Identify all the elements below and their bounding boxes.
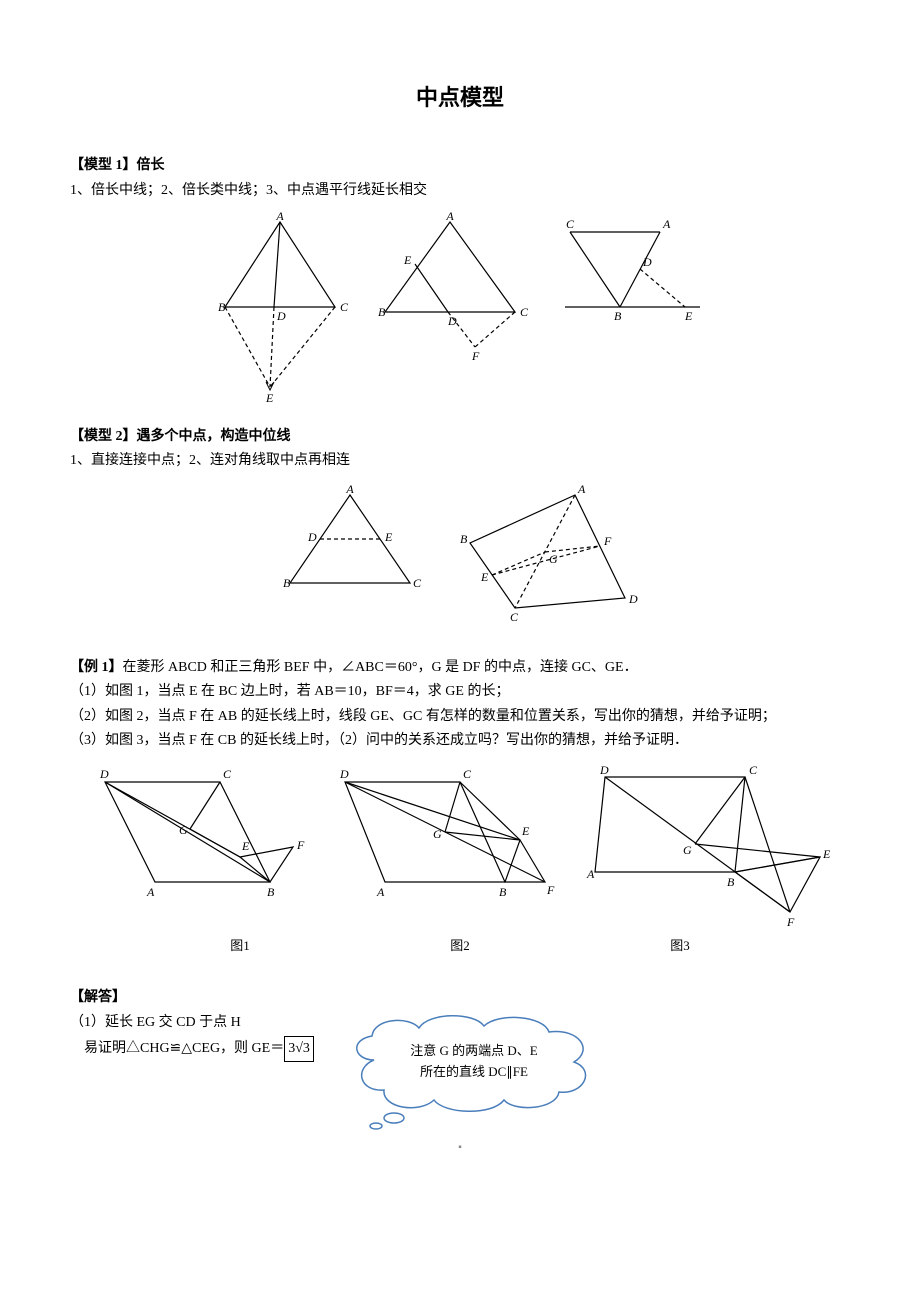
model1-diagrams: A B C D E A B C D E F	[70, 212, 850, 402]
label-d: D	[99, 767, 109, 781]
label-e: E	[384, 530, 393, 544]
model1-diagram-2: A B C D E F	[370, 212, 530, 362]
label-f: F	[546, 883, 555, 897]
label-a: A	[146, 885, 155, 899]
label-b: B	[460, 532, 468, 546]
model1-diagram-3: C A D B E	[550, 212, 710, 332]
label-d: D	[276, 309, 286, 323]
label-e: E	[521, 824, 530, 838]
label-c: C	[510, 610, 519, 624]
label-d: D	[628, 592, 638, 606]
label-d: D	[599, 763, 609, 777]
fig3-label: 图3	[670, 936, 690, 957]
label-b: B	[283, 576, 291, 590]
label-b: B	[267, 885, 275, 899]
model1-diagram-1: A B C D E	[210, 212, 350, 402]
example1-q1: （1）如图 1，当点 E 在 BC 边上时，若 AB＝10，BF＝4，求 GE …	[70, 681, 850, 703]
label-d: D	[307, 530, 317, 544]
label-c: C	[340, 300, 349, 314]
label-a: A	[662, 217, 671, 231]
label-g: G	[433, 827, 442, 841]
label-c: C	[520, 305, 529, 319]
label-e: E	[403, 253, 412, 267]
label-c: C	[566, 217, 575, 231]
cloud-line2: 所在的直线 DC∥FE	[420, 1064, 528, 1079]
example1-fig-labels: 图1 图2 图3	[70, 936, 850, 957]
example1-intro-text: 在菱形 ABCD 和正三角形 BEF 中，∠ABC＝60°，G 是 DF 的中点…	[123, 660, 638, 675]
model2-diagram-1: A B C D E	[275, 483, 425, 603]
label-g: G	[549, 552, 558, 566]
cloud-line1: 注意 G 的两端点 D、E	[410, 1043, 538, 1058]
label-g: G	[179, 823, 188, 837]
label-c: C	[749, 763, 758, 777]
label-f: F	[296, 838, 305, 852]
answer-line1: （1）延长 EG 交 CD 于点 H	[70, 1012, 314, 1034]
label-f: F	[786, 915, 795, 929]
label-g: G	[683, 843, 692, 857]
label-b: B	[614, 309, 622, 323]
cloud-callout: 注意 G 的两端点 D、E 所在的直线 DC∥FE	[334, 1010, 614, 1130]
model2-desc: 1、直接连接中点；2、连对角线取中点再相连	[70, 450, 850, 472]
example1-lead: 【例 1】	[70, 660, 123, 675]
label-e: E	[241, 839, 250, 853]
model2-heading: 【模型 2】遇多个中点，构造中位线	[70, 426, 850, 448]
label-e: E	[265, 391, 274, 402]
label-a: A	[376, 885, 385, 899]
label-a: A	[275, 212, 284, 223]
model2-diagram-2: A B C D E F G	[445, 483, 645, 633]
page-title: 中点模型	[70, 80, 850, 115]
label-d: D	[339, 767, 349, 781]
label-b: B	[727, 875, 735, 889]
example1-fig2: D C A B E F G	[325, 762, 565, 912]
answer-line2-pre: 易证明△CHG≌△CEG，则 GE＝	[84, 1041, 284, 1056]
label-b: B	[378, 305, 386, 319]
label-b: B	[218, 300, 226, 314]
label-f: F	[471, 349, 480, 362]
fig1-label: 图1	[230, 936, 250, 957]
example1-q2: （2）如图 2，当点 F 在 AB 的延长线上时，线段 GE、GC 有怎样的数量…	[70, 706, 850, 728]
answer-heading: 【解答】	[70, 987, 850, 1009]
label-e: E	[480, 570, 489, 584]
fig2-label: 图2	[450, 936, 470, 957]
label-d: D	[642, 255, 652, 269]
example1-fig1: D C A B E F G	[85, 762, 315, 912]
example1-intro: 【例 1】在菱形 ABCD 和正三角形 BEF 中，∠ABC＝60°，G 是 D…	[70, 657, 850, 679]
example1-q3: （3）如图 3，当点 F 在 CB 的延长线上时，（2）问中的关系还成立吗？写出…	[70, 730, 850, 752]
label-c: C	[223, 767, 232, 781]
label-c: C	[463, 767, 472, 781]
label-e: E	[684, 309, 693, 323]
label-c: C	[413, 576, 422, 590]
page-marker-icon: ▪	[70, 1140, 850, 1156]
label-a: A	[577, 483, 586, 496]
model2-diagrams: A B C D E A B C D E F G	[70, 483, 850, 633]
label-a: A	[345, 483, 354, 496]
example1-diagrams: D C A B E F G D C A B E F G	[70, 762, 850, 932]
model1-desc: 1、倍长中线；2、倍长类中线；3、中点遇平行线延长相交	[70, 180, 850, 202]
label-e: E	[822, 847, 831, 861]
label-a: A	[586, 867, 595, 881]
answer-line2: 易证明△CHG≌△CEG，则 GE＝3√3	[70, 1036, 314, 1062]
label-d: D	[447, 314, 457, 328]
answer-boxed: 3√3	[284, 1036, 314, 1062]
example1-fig3: D C A B E F G	[575, 762, 835, 932]
model1-heading: 【模型 1】倍长	[70, 155, 850, 177]
label-f: F	[603, 534, 612, 548]
label-b: B	[499, 885, 507, 899]
label-a: A	[445, 212, 454, 223]
